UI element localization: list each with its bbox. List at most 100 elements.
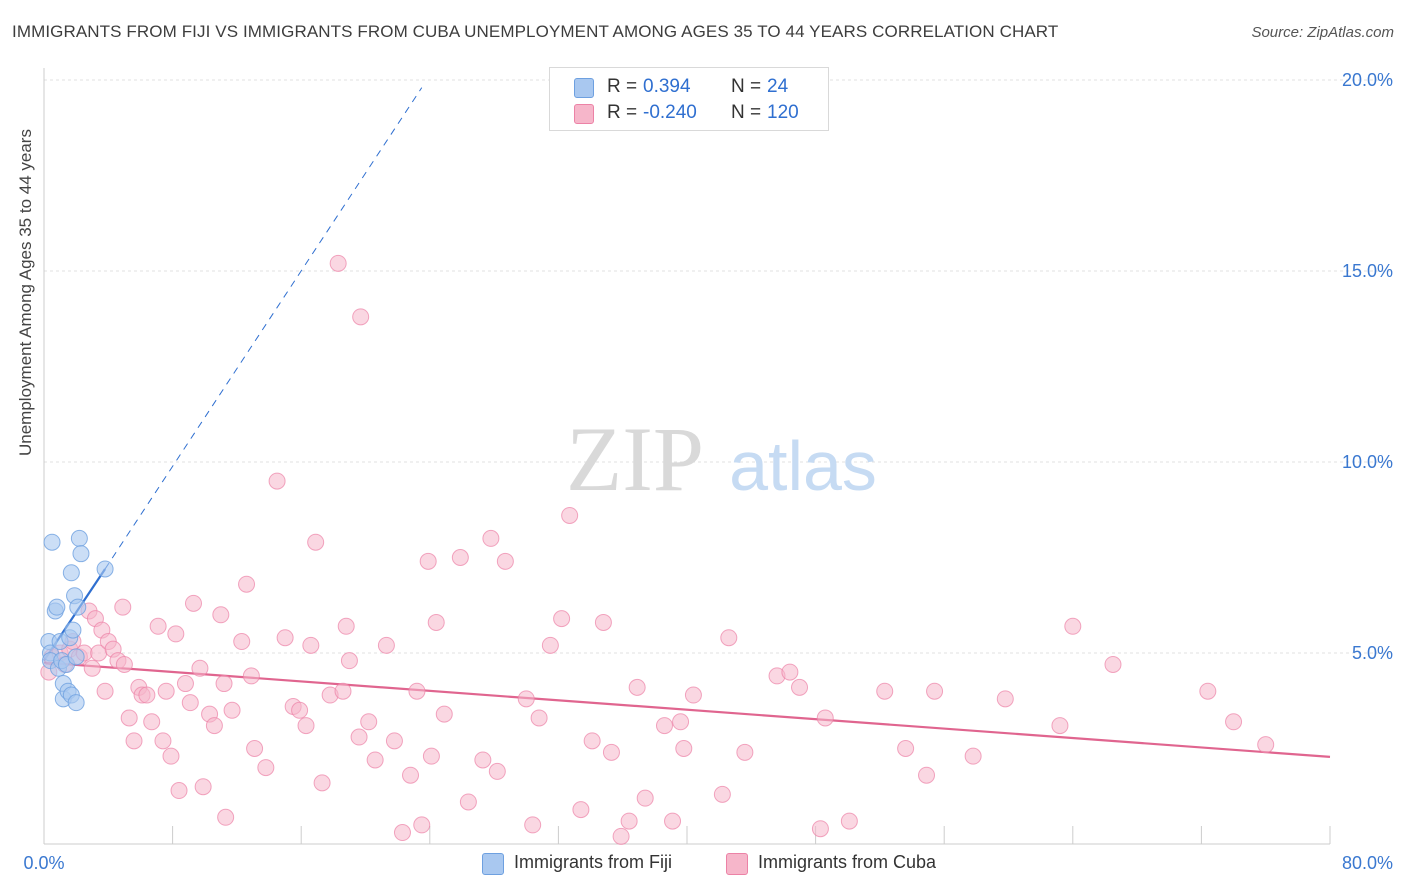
cuba-point — [1104, 655, 1122, 673]
fiji-point — [69, 598, 87, 616]
x-tick-label: 0.0% — [23, 853, 64, 873]
cuba-point — [215, 675, 233, 693]
cuba-point — [149, 617, 167, 635]
cuba-point — [393, 824, 411, 842]
legend-r-value: -0.240 — [643, 102, 697, 123]
cuba-point — [217, 808, 235, 826]
cuba-point — [474, 751, 492, 769]
cuba-point — [302, 636, 320, 654]
cuba-point — [143, 713, 161, 731]
chart-title: IMMIGRANTS FROM FIJI VS IMMIGRANTS FROM … — [12, 22, 1059, 41]
watermark-zip: ZIP — [566, 408, 704, 510]
cuba-point — [233, 633, 251, 651]
cuba-point — [524, 816, 542, 834]
legend-n-value: 120 — [767, 102, 799, 123]
cuba-point — [194, 778, 212, 796]
cuba-point — [840, 812, 858, 830]
cuba-point — [583, 732, 601, 750]
legend-label-cuba: Immigrants from Cuba — [758, 852, 937, 872]
cuba-point — [1257, 736, 1275, 754]
cuba-point — [435, 705, 453, 723]
axes — [43, 68, 1331, 845]
cuba-point — [162, 747, 180, 765]
grid-lines — [44, 79, 1394, 654]
fiji-point — [67, 648, 85, 666]
cuba-point — [1225, 713, 1243, 731]
cuba-point — [334, 682, 352, 700]
cuba-point — [329, 254, 347, 272]
legend-n-label: N = — [731, 102, 762, 123]
x-tick-label: 80.0% — [1342, 853, 1393, 873]
cuba-point — [811, 820, 829, 838]
cuba-point — [313, 774, 331, 792]
legend-label-fiji: Immigrants from Fiji — [514, 852, 673, 872]
cuba-point — [791, 678, 809, 696]
cuba-point — [238, 575, 256, 593]
series-fiji-points — [40, 529, 114, 712]
cuba-point — [561, 506, 579, 524]
cuba-point — [713, 785, 731, 803]
cuba-point — [816, 709, 834, 727]
legend-n-label: N = — [731, 76, 762, 97]
fiji-point — [62, 564, 80, 582]
cuba-point — [664, 812, 682, 830]
cuba-point — [496, 552, 514, 570]
cuba-point — [594, 613, 612, 631]
cuba-point — [191, 659, 209, 677]
fiji-point — [96, 560, 114, 578]
cuba-point — [366, 751, 384, 769]
y-tick-label: 5.0% — [1352, 643, 1393, 663]
fiji-point — [64, 621, 82, 639]
fiji-point — [48, 598, 66, 616]
cuba-point — [572, 801, 590, 819]
y-tick-label: 15.0% — [1342, 261, 1393, 281]
cuba-point — [996, 690, 1014, 708]
cuba-point — [181, 694, 199, 712]
cuba-point — [530, 709, 548, 727]
cuba-point — [223, 701, 241, 719]
cuba-point — [419, 552, 437, 570]
cuba-point — [125, 732, 143, 750]
legend-n-value: 24 — [767, 76, 789, 97]
correlation-legend: R = 0.394 N = 24 R = -0.240 N = 120 — [549, 67, 829, 131]
cuba-point — [427, 613, 445, 631]
cuba-point — [413, 816, 431, 834]
cuba-point — [167, 625, 185, 643]
watermark: ZIP atlas — [566, 408, 877, 510]
cuba-point — [297, 717, 315, 735]
cuba-point — [451, 549, 469, 566]
cuba-point — [337, 617, 355, 635]
cuba-point — [257, 759, 275, 777]
cuba-point — [138, 686, 156, 704]
cuba-point — [212, 606, 230, 624]
fiji-point — [43, 533, 61, 551]
cuba-point — [926, 682, 944, 700]
series-cuba-points — [40, 254, 1275, 845]
cuba-point — [675, 740, 693, 757]
y-tick-label: 20.0% — [1342, 70, 1393, 90]
fiji-point — [72, 545, 90, 563]
legend-swatch-fiji — [482, 853, 504, 875]
cuba-point — [541, 636, 559, 654]
cuba-point — [402, 766, 420, 784]
cuba-point — [517, 690, 535, 708]
cuba-point — [352, 308, 370, 326]
cuba-point — [482, 529, 500, 547]
y-axis-label: Unemployment Among Ages 35 to 44 years — [16, 129, 35, 456]
cuba-point — [620, 812, 638, 830]
cuba-point — [268, 472, 286, 490]
legend-swatch-cuba — [726, 853, 748, 875]
legend-swatch-fiji — [574, 78, 594, 98]
fiji-point — [67, 694, 85, 712]
cuba-point — [242, 667, 260, 685]
cuba-point — [205, 717, 223, 735]
cuba-point — [276, 629, 294, 647]
cuba-point — [307, 533, 325, 551]
cuba-point — [176, 675, 194, 693]
cuba-point — [876, 682, 894, 700]
cuba-point — [157, 682, 175, 700]
watermark-atlas: atlas — [729, 427, 877, 505]
y-tick-label: 10.0% — [1342, 452, 1393, 472]
legend-r-label: R = — [607, 102, 638, 123]
cuba-point — [170, 782, 188, 800]
